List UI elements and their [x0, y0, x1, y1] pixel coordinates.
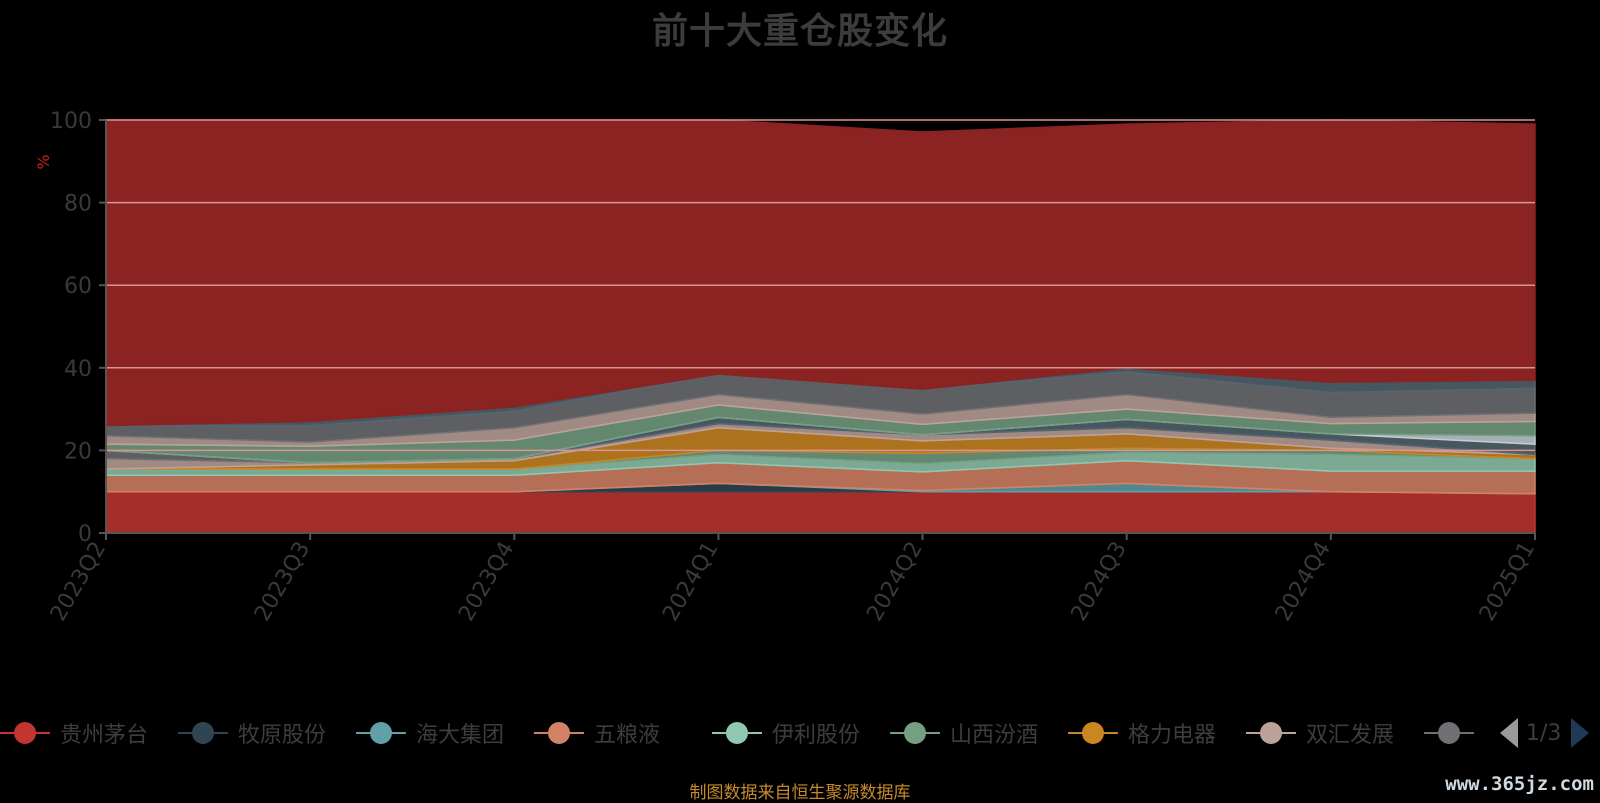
y-tick-label: 20	[64, 439, 92, 464]
legend-prev-arrow-icon[interactable]	[1500, 718, 1518, 748]
legend-pager: 1/3	[1500, 716, 1590, 750]
area-16	[105, 119, 1536, 427]
legend-item[interactable]: 格力电器	[1068, 716, 1216, 750]
legend-swatch	[1424, 722, 1474, 744]
legend-swatch	[890, 722, 940, 744]
legend: 贵州茅台 牧原股份 海大集团 五粮液 伊利股份 山西汾酒 格力电器 双汇发展 青岛啤酒	[0, 716, 1480, 750]
legend-marker	[1260, 722, 1282, 744]
legend-marker	[548, 722, 570, 744]
y-tick-label: 80	[64, 192, 92, 217]
grid-lines	[106, 119, 1535, 452]
legend-swatch	[356, 722, 406, 744]
legend-swatch	[1068, 722, 1118, 744]
x-tick-label: 2023Q2	[46, 538, 111, 626]
legend-marker	[14, 722, 36, 744]
area-1	[105, 490, 1536, 534]
legend-item[interactable]: 山西汾酒	[890, 716, 1038, 750]
y-axis-label: %	[34, 154, 53, 169]
legend-item[interactable]: 贵州茅台	[0, 716, 148, 750]
x-tick-label: 2025Q1	[1475, 538, 1540, 626]
legend-item[interactable]: 五粮液	[534, 716, 660, 750]
legend-swatch	[712, 722, 762, 744]
legend-label: 牧原股份	[238, 723, 327, 748]
legend-label: 贵州茅台	[60, 723, 149, 748]
legend-label: 伊利股份	[772, 723, 861, 748]
legend-label: 格力电器	[1128, 723, 1217, 748]
legend-item[interactable]: 伊利股份	[712, 716, 860, 750]
x-tick-label: 2024Q3	[1067, 538, 1132, 626]
y-tick-label: 100	[50, 109, 92, 134]
legend-item[interactable]: 双汇发展	[1246, 716, 1394, 750]
legend-next-arrow-icon[interactable]	[1571, 718, 1590, 748]
legend-label: 双汇发展	[1306, 723, 1395, 748]
watermark: www.365jz.com	[1445, 773, 1594, 795]
legend-label: 山西汾酒	[950, 723, 1039, 748]
legend-marker	[1438, 722, 1460, 744]
legend-marker	[1082, 722, 1104, 744]
area-series-group	[105, 119, 1536, 534]
legend-item[interactable]: 牧原股份	[178, 716, 326, 750]
y-tick-label: 40	[64, 357, 92, 382]
x-tick-label: 2024Q1	[658, 538, 723, 626]
x-tick-label: 2024Q2	[862, 538, 927, 626]
legend-swatch	[0, 722, 50, 744]
x-tick-label: 2024Q4	[1271, 538, 1336, 626]
legend-marker	[904, 722, 926, 744]
chart-title: 前十大重仓股变化	[651, 11, 948, 52]
legend-marker	[192, 722, 214, 744]
y-tick-label: 0	[78, 522, 92, 547]
legend-label: 海大集团	[416, 723, 505, 748]
legend-swatch	[1246, 722, 1296, 744]
legend-swatch	[534, 722, 584, 744]
x-tick-label: 2023Q3	[250, 538, 315, 626]
legend-item[interactable]: 青岛啤酒	[1424, 716, 1480, 750]
legend-item[interactable]: 海大集团	[356, 716, 504, 750]
data-source-note: 制图数据来自恒生聚源数据库	[689, 783, 911, 803]
legend-marker	[726, 722, 748, 744]
legend-swatch	[178, 722, 228, 744]
legend-page-indicator: 1/3	[1526, 720, 1562, 746]
legend-marker	[370, 722, 392, 744]
y-tick-label: 60	[64, 274, 92, 299]
legend-label: 五粮液	[594, 723, 661, 748]
x-tick-label: 2023Q4	[454, 538, 519, 626]
